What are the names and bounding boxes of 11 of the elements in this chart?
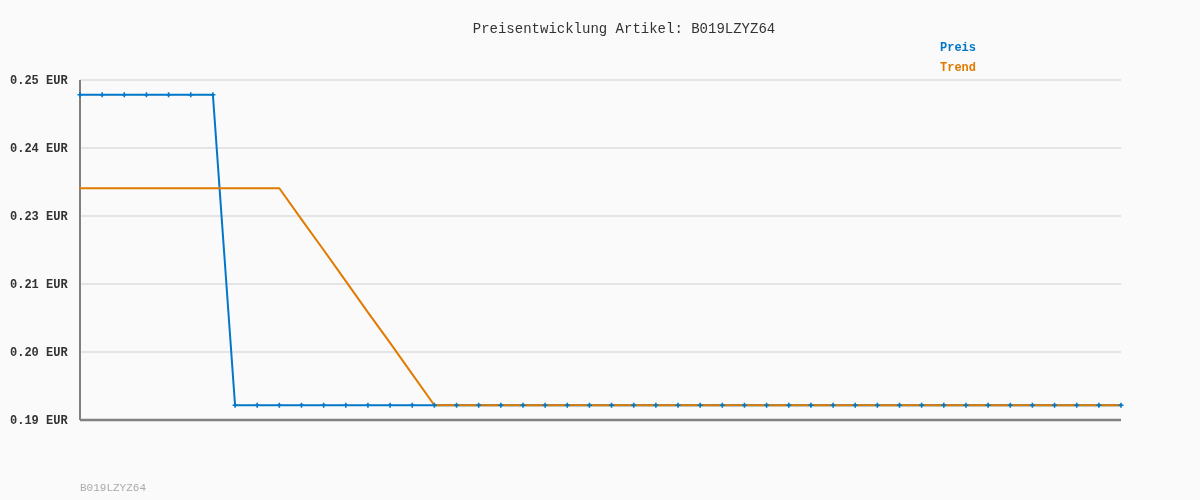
chart-title: Preisentwicklung Artikel: B019LZYZ64 (472, 21, 776, 37)
y-tick-label: 0.19 EUR (10, 414, 69, 429)
y-tick-label: 0.25 EUR (10, 74, 69, 89)
y-tick-label: 0.24 EUR (10, 142, 69, 157)
y-tick-label: 0.21 EUR (10, 278, 69, 293)
text: Preis (940, 41, 977, 55)
y-tick-label: 0.23 EUR (10, 210, 69, 225)
line-series (79, 187, 1122, 407)
text: B019LZYZ64 (80, 482, 147, 494)
y-tick-label: 0.20 EUR (10, 346, 69, 361)
text: Trend (940, 61, 977, 75)
